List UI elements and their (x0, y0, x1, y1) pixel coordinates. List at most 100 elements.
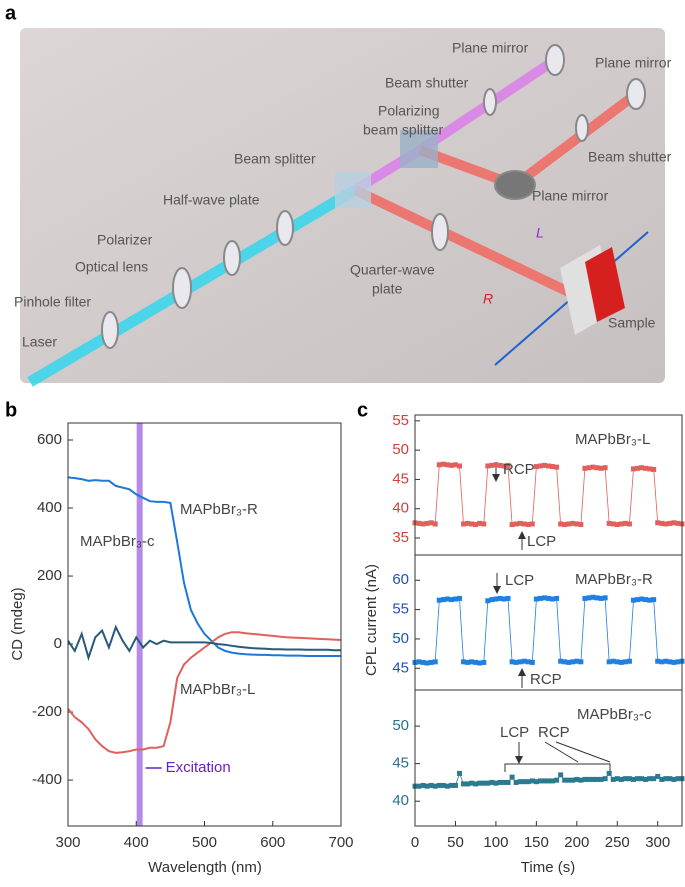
y-tick-label: 40 (392, 792, 409, 809)
data-point (428, 782, 434, 788)
data-point (614, 659, 620, 665)
data-point (473, 781, 479, 787)
data-point (558, 772, 564, 778)
data-point (598, 776, 604, 782)
data-point (444, 462, 450, 468)
y-tick-label: 40 (392, 500, 409, 517)
plot-frame (67, 422, 342, 827)
y-tick-label: 45 (392, 755, 409, 772)
data-point (493, 596, 499, 602)
data-point (647, 597, 653, 603)
data-point (481, 659, 487, 665)
data-point (513, 659, 519, 665)
data-point (493, 462, 499, 468)
data-point (521, 658, 527, 664)
data-point (590, 594, 596, 600)
data-point (497, 779, 503, 785)
data-point (635, 776, 640, 782)
data-point (655, 520, 661, 526)
data-point (452, 462, 458, 468)
beam (352, 185, 578, 300)
data-point (598, 465, 604, 471)
plot-frame (414, 689, 683, 827)
data-point (428, 520, 434, 526)
data-point (525, 779, 531, 785)
data-point (473, 659, 479, 665)
data-point (457, 463, 462, 469)
data-point (618, 521, 624, 527)
data-point (647, 776, 653, 782)
data-point (630, 466, 636, 472)
data-point (469, 780, 475, 786)
data-point (570, 777, 576, 783)
data-line (67, 476, 341, 657)
panel-label: a (5, 2, 17, 24)
data-point (643, 776, 649, 782)
x-tick-label: 500 (192, 834, 217, 851)
data-point (440, 782, 446, 788)
data-point (675, 520, 681, 526)
data-point (457, 595, 462, 601)
y-tick-label: 60 (392, 571, 409, 588)
diagram-label: Beam splitter (234, 151, 316, 167)
data-point (436, 597, 442, 603)
data-point (533, 779, 539, 785)
data-point (554, 777, 560, 783)
annotation: RCP (530, 671, 562, 688)
y-tick-label: 55 (392, 601, 409, 618)
data-point (590, 464, 596, 470)
data-point (651, 466, 657, 472)
x-tick-label: 50 (447, 834, 464, 851)
data-point (432, 521, 438, 527)
data-point (671, 520, 677, 526)
data-point (635, 597, 640, 603)
data-point (675, 776, 681, 782)
data-point (622, 659, 628, 665)
data-point (420, 659, 426, 665)
data-point (610, 776, 616, 782)
data-point (525, 659, 531, 665)
y-tick-label: 45 (392, 659, 409, 676)
data-point (639, 596, 645, 602)
data-point (574, 776, 580, 782)
data-point (663, 521, 669, 527)
data-point (424, 520, 430, 526)
data-point (432, 659, 438, 665)
diagram-label: Pinhole filter (14, 294, 91, 310)
diagram-label: Sample (608, 315, 656, 331)
diagram-label: Polarizer (97, 232, 153, 248)
diagram-label: Polarizing (378, 103, 439, 119)
data-point (667, 520, 673, 526)
y-tick-label: 55 (392, 412, 409, 429)
data-point (582, 595, 588, 601)
data-point (501, 463, 507, 469)
data-point (671, 659, 677, 665)
panel-label: c (357, 399, 368, 421)
data-point (639, 465, 645, 471)
y-tick-label: -400 (32, 771, 62, 788)
y-tick-label: 45 (392, 470, 409, 487)
data-point (537, 595, 543, 601)
data-point (493, 780, 499, 786)
data-point (606, 659, 612, 665)
data-point (639, 776, 645, 782)
annotation: MAPbBr₃-c (80, 533, 155, 550)
data-point (663, 658, 669, 664)
data-point (436, 782, 442, 788)
data-point (517, 779, 523, 785)
data-point (465, 659, 471, 665)
data-point (448, 462, 454, 468)
data-point (509, 659, 515, 665)
diagram-label: Beam shutter (385, 75, 469, 91)
data-point (614, 522, 620, 528)
x-tick-label: 300 (645, 834, 670, 851)
diagram-label: plate (372, 281, 403, 297)
data-point (440, 461, 446, 467)
data-point (424, 660, 430, 666)
data-point (562, 659, 568, 665)
data-point (558, 521, 564, 527)
annotation: MAPbBr₃-L (180, 681, 255, 698)
data-point (541, 595, 547, 601)
data-point (558, 658, 564, 664)
diagram-label: Plane mirror (532, 188, 609, 204)
